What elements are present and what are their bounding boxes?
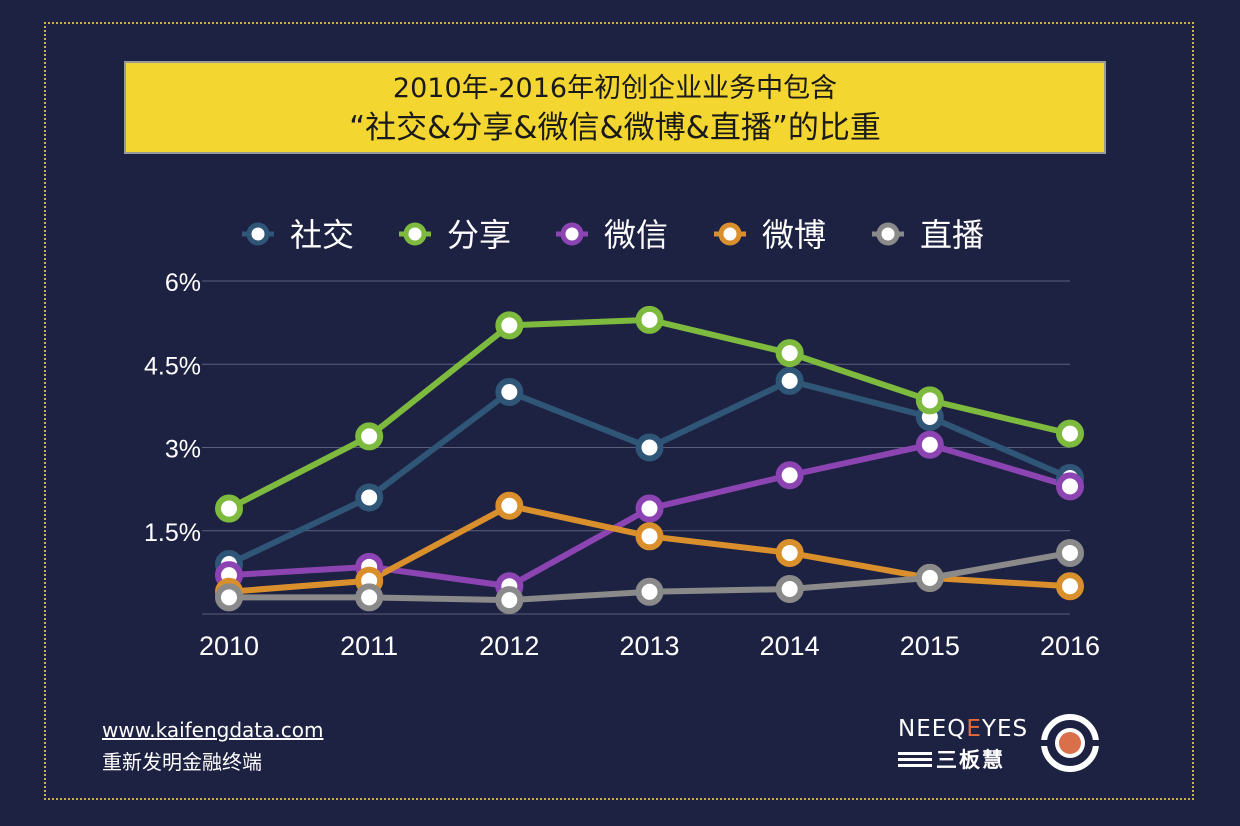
neeqeyes-logo-icon bbox=[1040, 714, 1100, 772]
x-tick-label: 2013 bbox=[619, 631, 679, 661]
brand-cn: 三板慧 bbox=[898, 744, 1028, 774]
brand-en-highlight: E bbox=[966, 716, 982, 742]
y-tick-label: 3% bbox=[165, 436, 201, 464]
data-point bbox=[495, 311, 524, 340]
data-point bbox=[635, 305, 664, 334]
chart-title-line2: “社交&分享&微信&微博&直播”的比重 bbox=[349, 110, 881, 146]
data-point bbox=[915, 430, 944, 459]
x-tick-label: 2016 bbox=[1040, 631, 1100, 661]
legend-item: 直播 bbox=[872, 216, 984, 254]
data-point bbox=[1056, 419, 1084, 448]
bars-icon bbox=[898, 752, 932, 770]
legend-marker bbox=[718, 222, 742, 246]
x-tick-label: 2011 bbox=[340, 631, 398, 661]
chart-title-box: 2010年-2016年初创企业业务中包含 “社交&分享&微信&微博&直播”的比重 bbox=[124, 61, 1106, 154]
series-line-1 bbox=[227, 316, 1071, 512]
data-point bbox=[355, 422, 384, 451]
data-point bbox=[775, 339, 804, 368]
data-point bbox=[775, 538, 804, 567]
brand-en-prefix: NEEQ bbox=[898, 716, 967, 742]
slogan-text: 重新发明金融终端 bbox=[102, 750, 262, 774]
data-point bbox=[215, 494, 243, 523]
x-tick-label: 2012 bbox=[479, 631, 539, 661]
brand-en: NEEQEYES bbox=[898, 716, 1028, 742]
legend-label: 微博 bbox=[762, 216, 826, 254]
chart-title-line1: 2010年-2016年初创企业业务中包含 bbox=[392, 73, 838, 104]
data-point bbox=[495, 586, 524, 615]
data-point bbox=[1056, 572, 1084, 601]
x-tick-label: 2010 bbox=[199, 631, 259, 661]
data-point bbox=[915, 563, 944, 592]
legend-item: 社交 bbox=[242, 216, 354, 254]
data-point bbox=[1056, 538, 1084, 567]
legend-marker bbox=[560, 222, 584, 246]
data-point bbox=[215, 583, 243, 612]
data-point bbox=[495, 491, 524, 520]
dotted-frame bbox=[44, 22, 1194, 800]
legend-label: 社交 bbox=[290, 216, 354, 254]
y-tick-label: 1.5% bbox=[144, 519, 201, 547]
x-tick-label: 2015 bbox=[900, 631, 960, 661]
data-point bbox=[355, 483, 384, 512]
data-point bbox=[915, 386, 944, 415]
legend-label: 分享 bbox=[447, 216, 511, 254]
website-link[interactable]: www.kaifengdata.com bbox=[102, 718, 324, 742]
data-point bbox=[635, 577, 664, 606]
y-tick-label: 6% bbox=[165, 269, 201, 297]
data-point bbox=[1056, 472, 1084, 501]
legend-marker bbox=[403, 222, 427, 246]
legend-marker bbox=[876, 222, 900, 246]
legend-label: 直播 bbox=[920, 216, 984, 254]
legend-item: 分享 bbox=[399, 216, 511, 254]
legend-marker bbox=[246, 222, 270, 246]
legend-item: 微博 bbox=[714, 216, 826, 254]
data-point bbox=[355, 583, 384, 612]
data-point bbox=[495, 378, 524, 406]
data-point bbox=[775, 366, 804, 395]
brand-cn-text: 三板慧 bbox=[936, 748, 1005, 772]
y-tick-label: 4.5% bbox=[144, 352, 201, 380]
brand-en-suffix: YES bbox=[981, 716, 1029, 742]
legend-label: 微信 bbox=[604, 216, 668, 254]
data-point bbox=[775, 575, 804, 604]
legend-item: 微信 bbox=[556, 216, 668, 254]
brand-name: NEEQEYES 三板慧 bbox=[898, 716, 1028, 774]
data-point bbox=[635, 433, 664, 462]
data-point bbox=[635, 494, 664, 523]
x-tick-label: 2014 bbox=[760, 631, 820, 661]
data-point bbox=[775, 461, 804, 490]
data-point bbox=[635, 522, 664, 551]
